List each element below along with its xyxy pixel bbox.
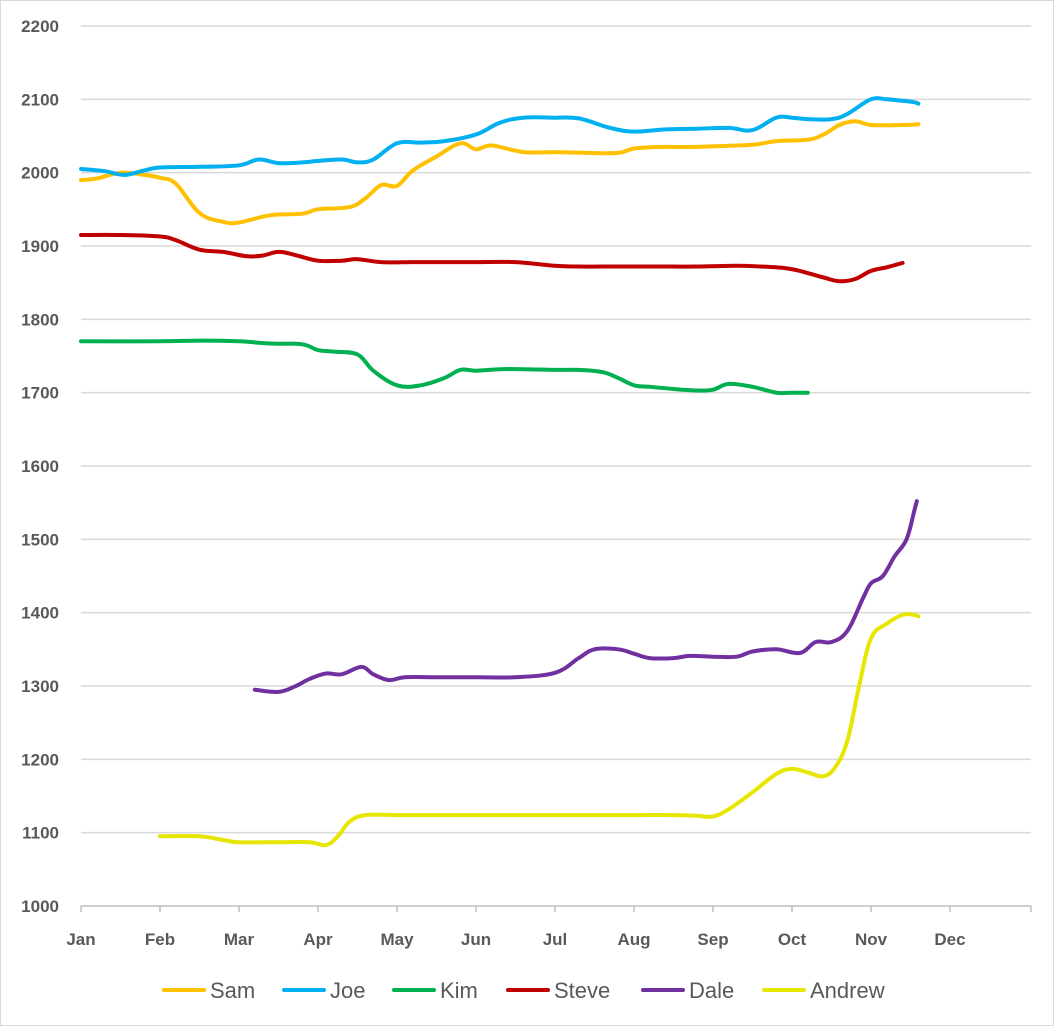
x-tick-label: Aug [617,930,650,949]
x-tick-label: Jan [66,930,95,949]
legend-label-sam: Sam [210,978,255,1003]
gridlines [81,25,1031,834]
x-tick-label: Apr [303,930,333,949]
x-tick-label: Mar [224,930,255,949]
x-tick-label: Sep [697,930,728,949]
y-tick-label: 2200 [21,17,59,36]
y-tick-label: 1600 [21,457,59,476]
y-tick-label: 1900 [21,237,59,256]
legend-label-joe: Joe [330,978,365,1003]
legend-label-steve: Steve [554,978,610,1003]
y-tick-label: 1300 [21,677,59,696]
legend-label-andrew: Andrew [810,978,885,1003]
series-line-andrew [158,612,921,848]
x-tick-label: Jul [543,930,568,949]
x-tick-label: Feb [145,930,175,949]
x-tick-label: Jun [461,930,491,949]
y-tick-label: 1500 [21,530,59,549]
legend-label-kim: Kim [440,978,478,1003]
axes: 1000 1100 1200 1300 1400 1500 1600 1700 1800 1900… [21,17,1032,949]
legend-label-dale: Dale [689,978,734,1003]
x-tick-label: Dec [934,930,965,949]
series-lines [79,96,921,848]
y-tick-label: 1000 [21,897,59,916]
series-line-sam [79,119,921,226]
x-tick-label: Nov [855,930,888,949]
series-line-kim [79,338,810,396]
y-tick-label: 2100 [21,90,59,109]
series-line-joe [79,96,921,177]
y-tick-label: 2000 [21,164,59,183]
x-tick-label: Oct [778,930,807,949]
y-tick-label: 1800 [21,310,59,329]
legend: Sam Joe Kim Steve Dale Andrew [162,978,885,1003]
series-line-dale [252,499,919,694]
x-tick-label: May [380,930,414,949]
y-tick-label: 1700 [21,384,59,403]
y-tick-label: 1400 [21,604,59,623]
y-tick-label: 1100 [22,824,59,843]
series-line-steve [79,232,905,284]
y-tick-label: 1200 [21,750,59,769]
